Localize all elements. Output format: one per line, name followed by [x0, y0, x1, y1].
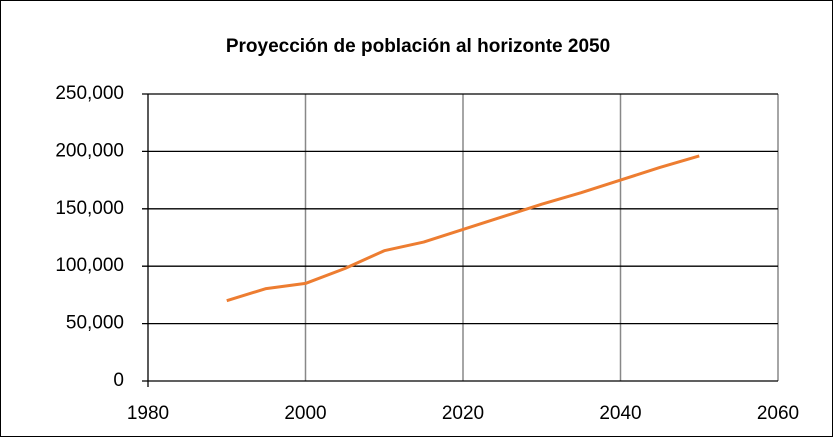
data-line [226, 154, 700, 303]
x-tick-label: 2000 [284, 403, 326, 424]
y-tick-label: 50,000 [66, 313, 124, 334]
y-tick-label: 200,000 [55, 140, 124, 161]
x-tick-label: 1980 [127, 403, 169, 424]
y-tick-label: 250,000 [55, 83, 124, 104]
x-tick-label: 2020 [442, 403, 484, 424]
y-tick-label: 100,000 [55, 255, 124, 276]
chart-title: Proyección de población al horizonte 205… [226, 36, 610, 57]
y-tick-label: 150,000 [55, 198, 124, 219]
y-tick-label: 0 [113, 370, 124, 391]
x-tick-label: 2060 [757, 403, 799, 424]
x-tick-label: 2040 [599, 403, 641, 424]
